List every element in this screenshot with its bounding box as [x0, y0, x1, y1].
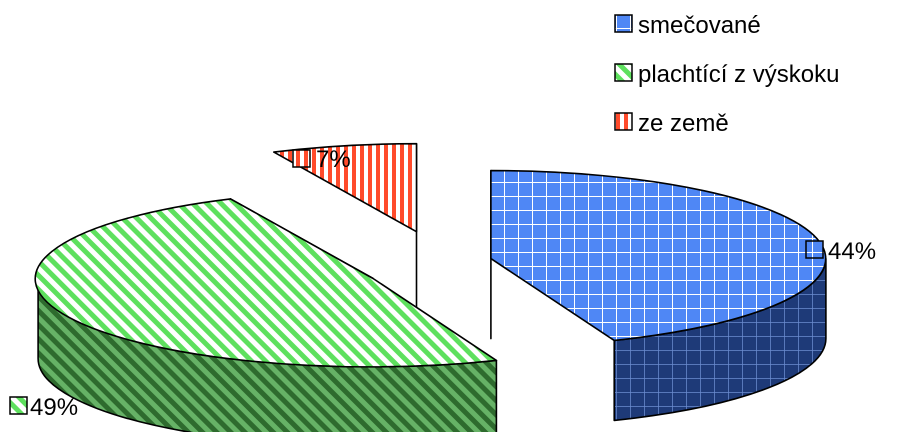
legend-swatch-1: [614, 63, 633, 82]
legend-swatch-2: [614, 112, 633, 131]
legend: smečované plachtící z výskoku ze země: [614, 12, 839, 137]
legend-item-2: ze země: [614, 110, 729, 137]
legend-swatch-0: [614, 14, 633, 33]
pie-slice-0: [490, 169, 827, 422]
slice-top-1: [34, 198, 498, 368]
pie-slices: [34, 142, 827, 432]
pie-slice-1: [34, 198, 498, 432]
legend-label-0: smečované: [638, 12, 761, 39]
data-label-1: 49%: [9, 394, 78, 421]
data-label-0-text: 44%: [828, 238, 876, 265]
legend-label-2: ze země: [638, 110, 729, 137]
data-label-1-text: 49%: [30, 394, 78, 421]
legend-item-0: smečované: [614, 12, 761, 39]
legend-item-1: plachtící z výskoku: [614, 61, 839, 88]
legend-label-1: plachtící z výskoku: [638, 61, 839, 88]
data-label-2-text: 7%: [316, 146, 351, 173]
data-label-1-swatch: [9, 396, 28, 415]
data-label-0-swatch: [805, 240, 824, 259]
data-label-2-swatch: [292, 149, 311, 168]
data-label-0: 44%: [805, 238, 876, 265]
data-label-2: 7%: [292, 146, 351, 173]
